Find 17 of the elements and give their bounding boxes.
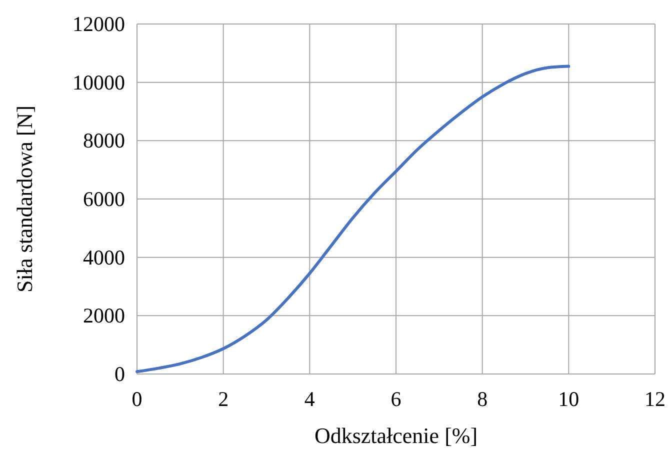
y-tick-label: 10000 <box>72 70 125 94</box>
x-axis-title: Odkształcenie [%] <box>314 423 478 448</box>
y-axis-title: Siła standardowa [N] <box>12 106 37 292</box>
x-tick-label: 6 <box>390 387 402 411</box>
y-tick-label: 4000 <box>83 245 125 270</box>
line-series <box>136 64 570 374</box>
y-tick-label: 8000 <box>83 128 125 153</box>
x-tick-label: 10 <box>558 387 580 411</box>
x-tick-label: 0 <box>132 387 142 411</box>
x-tick-label: 8 <box>477 387 488 411</box>
x-tick-label: 12 <box>644 387 666 411</box>
y-tick-label: 2000 <box>83 304 125 328</box>
x-tick-label: 4 <box>304 387 316 411</box>
y-tick-label: 0 <box>114 362 125 386</box>
y-tick-label: 12000 <box>72 12 125 36</box>
y-tick-label: 6000 <box>83 187 125 211</box>
x-tick-label: 2 <box>218 387 229 411</box>
